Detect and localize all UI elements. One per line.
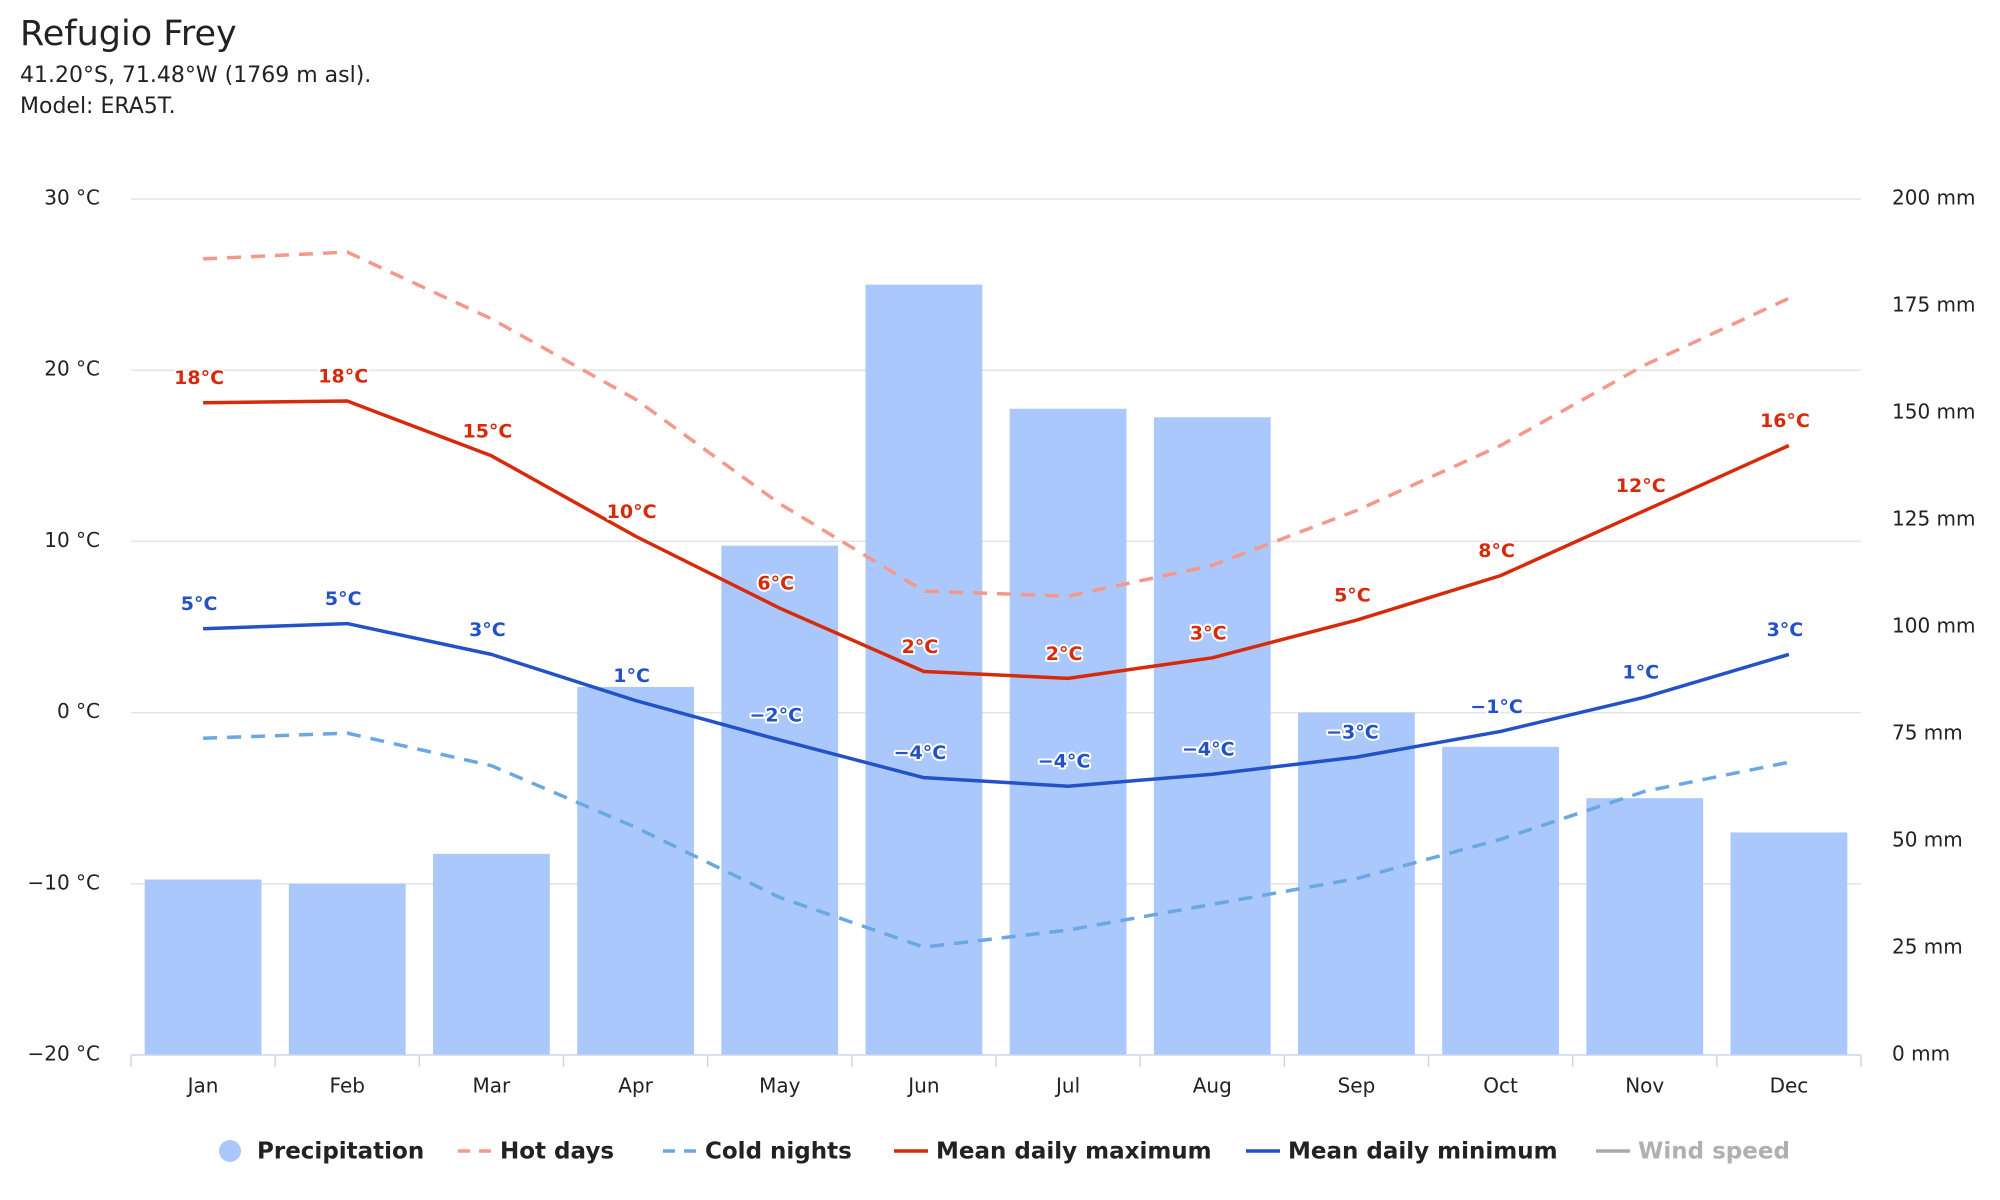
chart-title: Refugio Frey — [20, 14, 237, 54]
legend-label[interactable]: Wind speed — [1638, 1139, 1790, 1165]
x-tick-label: Apr — [618, 1074, 653, 1098]
data-label: −4°C — [1182, 739, 1235, 761]
x-tick-label: Dec — [1770, 1074, 1809, 1098]
data-label: 3°C — [1190, 622, 1227, 644]
y2-tick-label: 0 mm — [1892, 1042, 1950, 1066]
y2-tick-label: 75 mm — [1892, 721, 1963, 745]
x-tick-label: Feb — [330, 1074, 365, 1098]
bar — [288, 883, 406, 1055]
x-tick-label: Jun — [906, 1074, 939, 1098]
x-tick-label: Jan — [186, 1074, 219, 1098]
y-tick-label: 10 °C — [44, 528, 100, 552]
x-tick-label: Jul — [1054, 1074, 1080, 1098]
x-tick-label: Oct — [1483, 1074, 1518, 1098]
y-tick-label: 30 °C — [44, 186, 100, 210]
data-label: −4°C — [1038, 751, 1091, 773]
data-label: −2°C — [749, 704, 802, 726]
x-tick-label: Nov — [1625, 1074, 1664, 1098]
chart-subtitle: Model: ERA5T. — [20, 94, 176, 119]
y2-tick-label: 150 mm — [1892, 400, 1976, 424]
x-tick-label: Aug — [1193, 1074, 1232, 1098]
data-label: 1°C — [613, 665, 650, 687]
bar — [1730, 832, 1848, 1055]
bar — [1442, 746, 1559, 1055]
data-label: 5°C — [181, 593, 218, 615]
data-label: −1°C — [1470, 696, 1523, 718]
data-label: 2°C — [902, 636, 939, 658]
y2-tick-label: 25 mm — [1892, 935, 1963, 959]
legend-label[interactable]: Precipitation — [257, 1139, 424, 1165]
legend-label[interactable]: Cold nights — [705, 1139, 852, 1165]
y2-tick-label: 100 mm — [1892, 614, 1976, 638]
legend-label[interactable]: Hot days — [500, 1139, 614, 1165]
legend-label[interactable]: Mean daily maximum — [936, 1139, 1212, 1165]
data-label: 8°C — [1478, 540, 1515, 562]
data-label: 6°C — [757, 573, 794, 595]
chart-subtitle: 41.20°S, 71.48°W (1769 m asl). — [20, 63, 371, 88]
y-tick-label: −10 °C — [27, 870, 100, 894]
bar — [577, 686, 694, 1055]
bar — [144, 879, 262, 1055]
bar — [721, 545, 839, 1055]
data-label: −4°C — [894, 742, 947, 764]
data-label: 2°C — [1046, 643, 1083, 665]
line — [203, 731, 1790, 949]
y-tick-label: −20 °C — [27, 1042, 100, 1066]
data-label: 3°C — [1767, 619, 1804, 641]
y-tick-label: 0 °C — [57, 699, 100, 723]
data-label: 5°C — [1334, 585, 1371, 607]
data-label: 5°C — [325, 588, 362, 610]
data-label: 15°C — [462, 420, 512, 442]
line — [202, 250, 1790, 598]
line — [203, 621, 1790, 788]
data-label: 12°C — [1616, 475, 1666, 497]
bar — [1009, 408, 1127, 1056]
y2-tick-label: 125 mm — [1892, 507, 1976, 531]
data-label: 16°C — [1760, 410, 1810, 432]
data-label: 10°C — [607, 501, 657, 523]
data-label: −3°C — [1326, 722, 1379, 744]
y2-tick-label: 200 mm — [1892, 186, 1976, 210]
x-tick-label: May — [759, 1074, 801, 1098]
line — [203, 399, 1790, 681]
x-tick-label: Sep — [1338, 1074, 1376, 1098]
legend-symbol — [219, 1140, 241, 1162]
bar — [433, 853, 550, 1055]
x-tick-label: Mar — [473, 1074, 512, 1098]
data-label: 3°C — [469, 619, 506, 641]
data-label: 18°C — [318, 366, 368, 388]
data-label: 18°C — [174, 367, 224, 389]
data-label: 1°C — [1622, 662, 1659, 684]
bar — [1586, 798, 1704, 1055]
y2-tick-label: 50 mm — [1892, 828, 1963, 852]
legend-label[interactable]: Mean daily minimum — [1288, 1139, 1558, 1165]
y-tick-label: 20 °C — [44, 357, 100, 381]
y2-tick-label: 175 mm — [1892, 293, 1976, 317]
bar — [1298, 712, 1415, 1055]
bar — [1153, 417, 1271, 1055]
